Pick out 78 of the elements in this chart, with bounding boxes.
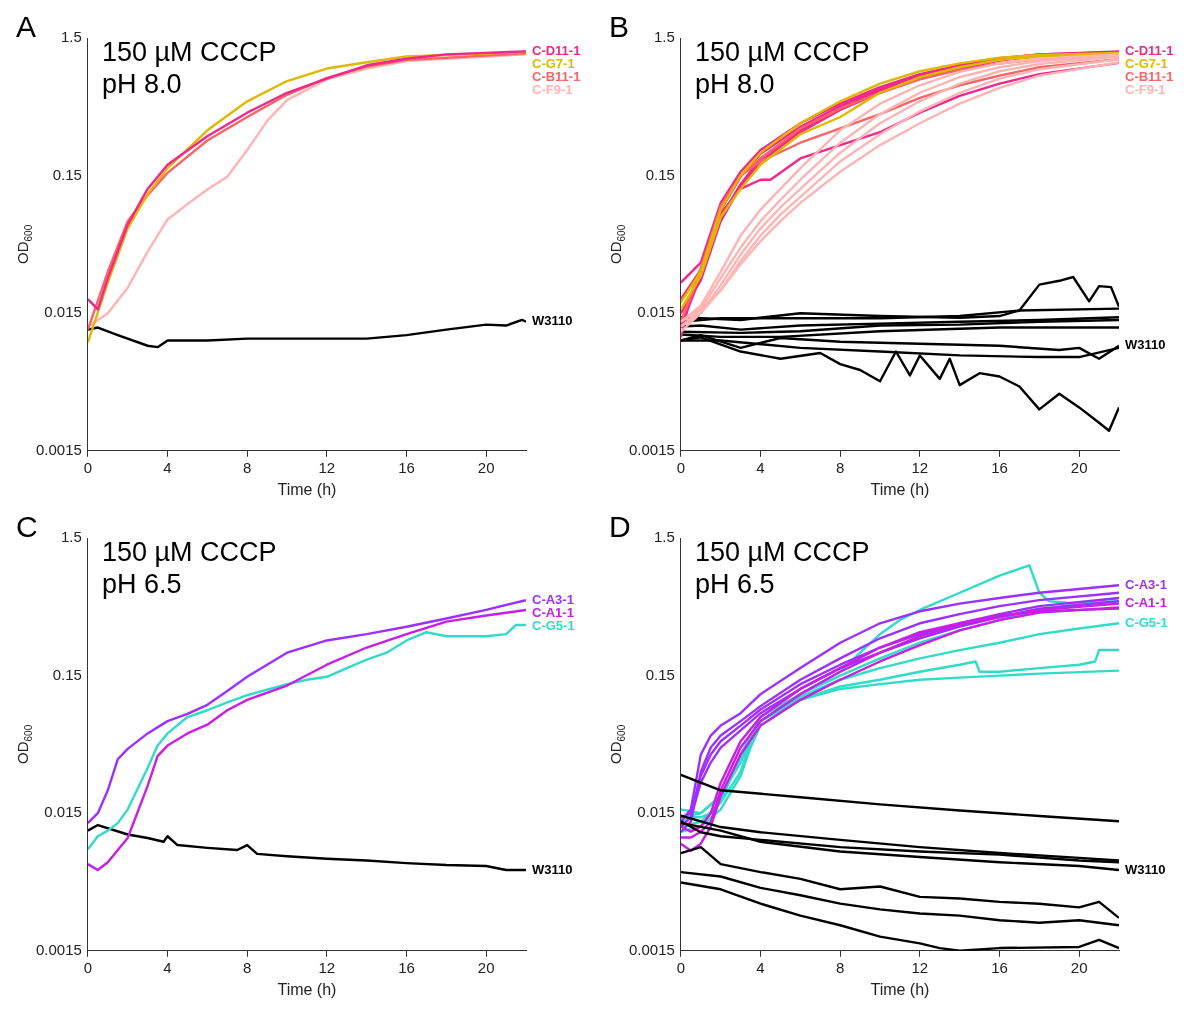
text: B — [609, 10, 630, 44]
series-label: C-F9-1 — [1125, 82, 1166, 98]
annotation: pH 8.0 — [101, 68, 182, 99]
series-label: W3110 — [1125, 861, 1166, 877]
x-tick-label: 12 — [318, 458, 336, 476]
x-tick-label: 20 — [1070, 458, 1088, 476]
x-axis-title: Time (h) — [870, 980, 930, 998]
y-axis-title: OD600 — [14, 724, 34, 764]
series-label: W3110 — [1125, 337, 1166, 353]
x-tick-label: 0 — [676, 958, 686, 976]
series-label: C-B11-1 — [1125, 69, 1174, 85]
x-tick-label: 12 — [911, 958, 929, 976]
annotation: 150 µM CCCP — [101, 36, 277, 67]
y-tick-label: 0.0015 — [35, 940, 82, 958]
y-tick-label: 0.15 — [645, 165, 675, 183]
x-tick-label: 0 — [676, 458, 686, 476]
text: D — [609, 510, 631, 544]
x-axis-title: Time (h) — [277, 980, 337, 998]
y-tick-label: 0.0015 — [35, 440, 82, 458]
text: A — [16, 10, 37, 44]
series-label: C-D11-1 — [1125, 43, 1174, 59]
series-label: C-B11-1 — [532, 68, 581, 84]
series-label: C-A3-1 — [532, 591, 574, 607]
y-tick-label: 0.015 — [44, 803, 82, 821]
x-axis-title: Time (h) — [277, 480, 337, 498]
series-label: C-G7-1 — [1125, 56, 1168, 72]
annotation: pH 8.0 — [694, 68, 775, 99]
x-tick-label: 16 — [398, 458, 415, 476]
series-label: C-G5-1 — [1125, 614, 1168, 630]
y-tick-label: 0.015 — [637, 803, 675, 821]
x-tick-label: 0 — [83, 958, 93, 976]
x-tick-label: 20 — [477, 958, 495, 976]
y-tick-label: 1.5 — [654, 528, 675, 546]
x-tick-label: 8 — [836, 958, 845, 976]
y-tick-label: 0.0015 — [628, 440, 675, 458]
text: C — [16, 510, 38, 544]
x-tick-label: 12 — [318, 958, 336, 976]
x-tick-label: 4 — [163, 458, 172, 476]
series-label: C-A3-1 — [1125, 576, 1167, 592]
x-tick-label: 16 — [991, 458, 1008, 476]
y-tick-label: 1.5 — [61, 528, 82, 546]
y-tick-label: 0.15 — [52, 165, 82, 183]
series-label: C-A1-1 — [532, 604, 574, 620]
series-label: W3110 — [532, 313, 573, 329]
series-label: C-G7-1 — [532, 55, 575, 71]
x-axis-title: Time (h) — [870, 480, 930, 498]
series-label: C-D11-1 — [532, 42, 581, 58]
y-tick-label: 0.15 — [645, 665, 675, 683]
x-tick-label: 4 — [756, 958, 765, 976]
y-axis-title: OD600 — [607, 724, 627, 764]
y-tick-label: 1.5 — [61, 28, 82, 46]
x-tick-label: 20 — [477, 458, 495, 476]
x-tick-label: 8 — [243, 458, 252, 476]
x-tick-label: 20 — [1070, 958, 1088, 976]
text: C-F9-1 — [532, 81, 573, 97]
y-axis-title: OD600 — [14, 224, 34, 264]
x-tick-label: 4 — [756, 458, 765, 476]
x-tick-label: 16 — [398, 958, 415, 976]
x-tick-label: 12 — [911, 458, 929, 476]
series-label: C-G5-1 — [532, 617, 575, 633]
x-tick-label: 4 — [163, 958, 172, 976]
series-label: C-A1-1 — [1125, 595, 1167, 611]
x-tick-label: 0 — [83, 458, 93, 476]
series-label: W3110 — [532, 861, 573, 877]
annotation: pH 6.5 — [694, 568, 775, 599]
y-tick-label: 0.15 — [52, 665, 82, 683]
x-tick-label: 8 — [836, 458, 845, 476]
y-tick-label: 0.015 — [637, 303, 675, 321]
x-tick-label: 8 — [243, 958, 252, 976]
annotation: pH 6.5 — [101, 568, 182, 599]
x-tick-label: 16 — [991, 958, 1008, 976]
annotation: 150 µM CCCP — [101, 536, 277, 567]
y-tick-label: 0.0015 — [628, 940, 675, 958]
y-axis-title: OD600 — [607, 224, 627, 264]
y-tick-label: 1.5 — [654, 28, 675, 46]
annotation: 150 µM CCCP — [694, 536, 870, 567]
y-tick-label: 0.015 — [44, 303, 82, 321]
annotation: 150 µM CCCP — [694, 36, 870, 67]
